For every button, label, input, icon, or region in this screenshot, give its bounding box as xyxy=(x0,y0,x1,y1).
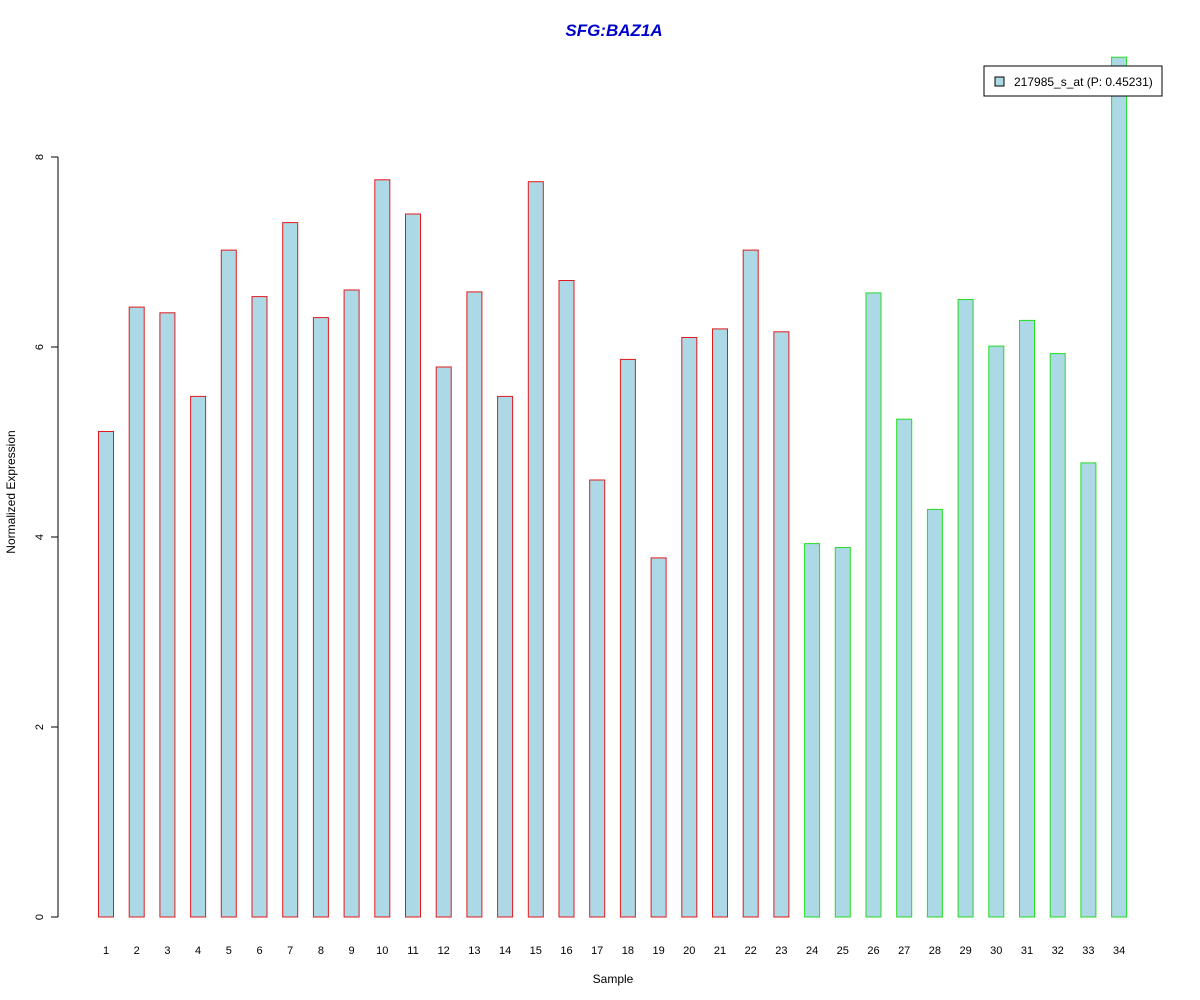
bar-sample-1 xyxy=(98,431,114,918)
x-tick-label: 17 xyxy=(591,945,603,957)
x-tick-label: 28 xyxy=(929,945,941,957)
bar-sample-32 xyxy=(1049,353,1066,918)
x-tick-label: 14 xyxy=(499,945,511,957)
bar-sample-9 xyxy=(343,289,360,918)
bar-sample-19 xyxy=(650,557,667,918)
y-tick-label: 0 xyxy=(34,914,46,920)
y-tick-label: 6 xyxy=(34,344,46,350)
y-axis: 0 2 4 6 8 xyxy=(34,154,59,920)
bar-sample-22 xyxy=(742,249,759,918)
bar-sample-24 xyxy=(804,543,821,918)
x-tick-label: 11 xyxy=(407,945,418,957)
x-tick-label: 12 xyxy=(438,945,450,957)
x-tick-label: 5 xyxy=(226,945,232,957)
x-tick-label: 33 xyxy=(1082,945,1094,957)
x-tick-label: 26 xyxy=(867,945,879,957)
x-tick-label: 3 xyxy=(164,945,170,957)
x-tick-label: 6 xyxy=(256,945,262,957)
bar-sample-5 xyxy=(220,249,237,918)
bar-sample-4 xyxy=(190,395,207,918)
x-tick-label: 13 xyxy=(468,945,480,957)
x-tick-label: 23 xyxy=(775,945,787,957)
x-tick-label: 15 xyxy=(530,945,542,957)
x-tick-label: 22 xyxy=(745,945,757,957)
bar-sample-29 xyxy=(957,299,974,918)
bar-sample-34 xyxy=(1111,56,1128,918)
bar-sample-7 xyxy=(282,222,299,918)
bar-sample-10 xyxy=(374,179,391,918)
x-tick-label: 16 xyxy=(560,945,572,957)
legend-swatch xyxy=(994,76,1005,87)
bar-sample-20 xyxy=(681,337,698,918)
x-tick-label: 18 xyxy=(622,945,634,957)
x-axis: 1 2 3 4 5 6 7 8 9 10 11 12 13 14 15 16 17 18 19 20 21 22 23 24 2… xyxy=(103,945,1125,957)
legend-box xyxy=(983,65,1163,97)
x-tick-label: 19 xyxy=(652,945,664,957)
bar-sample-6 xyxy=(251,296,268,918)
x-tick-label: 32 xyxy=(1052,945,1064,957)
bar-sample-25 xyxy=(834,547,851,918)
bar-sample-33 xyxy=(1080,462,1097,918)
bar-sample-26 xyxy=(865,292,882,918)
x-tick-label: 8 xyxy=(318,945,324,957)
legend: 217985_s_at (P: 0.45231) xyxy=(983,65,1163,97)
chart-title: SFG:BAZ1A xyxy=(565,21,662,40)
x-tick-label: 21 xyxy=(714,945,726,957)
bar-sample-23 xyxy=(773,331,790,918)
bar-sample-12 xyxy=(435,366,452,918)
y-tick-label: 2 xyxy=(34,724,46,730)
x-tick-label: 27 xyxy=(898,945,910,957)
bars-group xyxy=(98,56,1128,918)
bar-sample-8 xyxy=(312,317,329,918)
x-tick-label: 31 xyxy=(1021,945,1033,957)
x-tick-label: 9 xyxy=(349,945,355,957)
bar-sample-15 xyxy=(527,181,544,918)
x-tick-label: 25 xyxy=(837,945,849,957)
x-tick-label: 34 xyxy=(1113,945,1125,957)
bar-sample-30 xyxy=(988,345,1005,918)
x-tick-label: 1 xyxy=(103,945,109,957)
x-tick-label: 24 xyxy=(806,945,818,957)
y-axis-label: Normalized Expression xyxy=(4,430,18,553)
x-tick-label: 20 xyxy=(683,945,695,957)
y-tick-label: 8 xyxy=(34,154,46,160)
bar-sample-18 xyxy=(619,358,636,918)
bar-sample-17 xyxy=(589,479,606,918)
x-tick-label: 30 xyxy=(990,945,1002,957)
bar-sample-21 xyxy=(712,328,728,918)
bar-sample-2 xyxy=(128,306,145,918)
bar-sample-28 xyxy=(926,508,943,918)
x-tick-label: 2 xyxy=(134,945,140,957)
legend-entry: 217985_s_at (P: 0.45231) xyxy=(1014,75,1153,89)
x-axis-label: Sample xyxy=(593,972,634,986)
bar-sample-13 xyxy=(466,291,483,918)
bar-sample-31 xyxy=(1019,319,1035,918)
x-tick-label: 7 xyxy=(287,945,293,957)
x-tick-label: 29 xyxy=(959,945,971,957)
x-tick-label: 4 xyxy=(195,945,201,957)
bar-sample-27 xyxy=(896,418,913,918)
x-tick-label: 10 xyxy=(376,945,388,957)
bar-sample-3 xyxy=(159,312,176,918)
y-tick-label: 4 xyxy=(34,534,46,540)
bar-sample-14 xyxy=(497,395,514,918)
bar-sample-16 xyxy=(558,280,575,918)
bar-sample-11 xyxy=(405,213,421,918)
